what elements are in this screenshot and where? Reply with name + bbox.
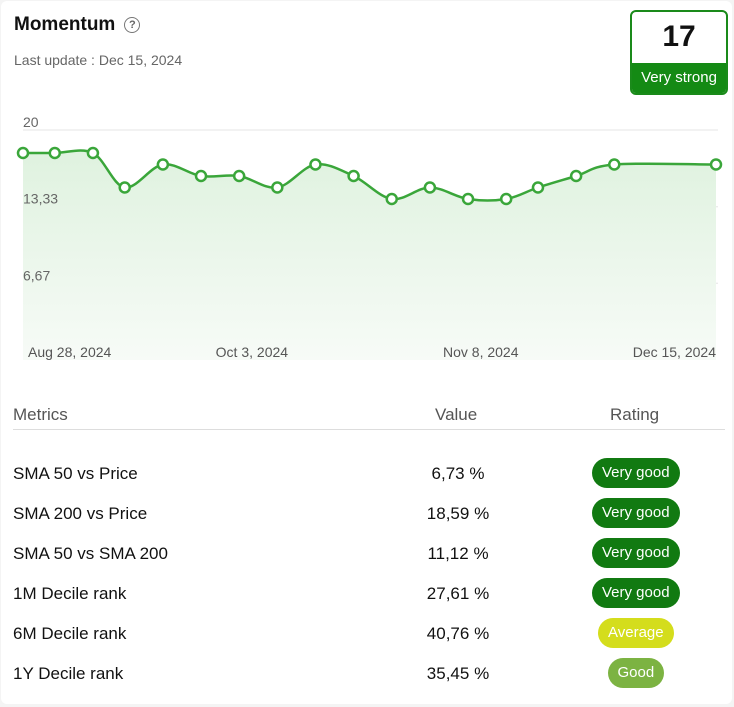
rating-badge: Very good bbox=[592, 458, 680, 488]
header-value: Value bbox=[435, 405, 478, 424]
rating-badge: Very good bbox=[592, 498, 680, 528]
metric-name: 6M Decile rank bbox=[13, 624, 127, 643]
y-tick-label: 20 bbox=[23, 114, 39, 130]
table-row: SMA 200 vs Price 18,59 % Very good bbox=[13, 494, 725, 534]
data-point bbox=[271, 181, 284, 194]
series-area bbox=[23, 150, 716, 360]
data-point bbox=[423, 181, 437, 194]
data-point bbox=[531, 181, 545, 194]
metric-name: SMA 200 vs Price bbox=[13, 504, 148, 523]
y-tick-label: 6,67 bbox=[23, 267, 50, 283]
data-point bbox=[347, 169, 360, 183]
title-row: Momentum ? bbox=[14, 14, 141, 36]
data-point bbox=[569, 169, 583, 183]
momentum-chart: 20 13,33 6,67 Aug 28, 2024 Oct 3, 2024 Nov 8… bbox=[16, 114, 723, 360]
rating-badge: Very good bbox=[592, 578, 680, 608]
x-tick-label: Oct 3, 2024 bbox=[216, 344, 289, 360]
help-icon[interactable]: ? bbox=[124, 17, 141, 33]
header-metrics: Metrics bbox=[13, 405, 68, 424]
data-point bbox=[709, 158, 723, 171]
rating-badge: Very good bbox=[592, 538, 680, 568]
data-point bbox=[16, 146, 30, 160]
score-box: 17 Very strong bbox=[630, 10, 728, 95]
score-value: 17 bbox=[662, 20, 696, 53]
data-point bbox=[385, 192, 399, 206]
header-rating: Rating bbox=[610, 405, 660, 424]
metric-name: 1M Decile rank bbox=[13, 584, 127, 603]
page-title: Momentum bbox=[14, 14, 116, 35]
data-point bbox=[461, 192, 475, 206]
rating-badge: Good bbox=[607, 658, 665, 688]
metric-name: SMA 50 vs SMA 200 bbox=[13, 544, 168, 563]
rating-badge: Average bbox=[598, 618, 674, 648]
data-point bbox=[156, 158, 170, 171]
y-tick-label: 13,33 bbox=[23, 191, 58, 207]
data-point bbox=[86, 146, 100, 160]
table-row: 1M Decile rank 27,61 % Very good bbox=[13, 574, 725, 614]
data-point bbox=[232, 169, 246, 183]
table-row: SMA 50 vs SMA 200 11,12 % Very good bbox=[13, 534, 725, 574]
data-point bbox=[194, 169, 208, 183]
x-tick-label: Dec 15, 2024 bbox=[633, 344, 716, 360]
data-point bbox=[608, 158, 621, 171]
table-row: 6M Decile rank 40,76 % Average bbox=[13, 614, 725, 654]
data-point bbox=[309, 158, 322, 171]
table-row: SMA 50 vs Price 6,73 % Very good bbox=[13, 454, 725, 494]
last-update-text: Last update : Dec 15, 2024 bbox=[14, 52, 183, 68]
x-tick-label: Nov 8, 2024 bbox=[443, 344, 519, 360]
data-point bbox=[499, 192, 513, 206]
score-label: Very strong bbox=[632, 63, 726, 93]
table-row: 1Y Decile rank 35,45 % Good bbox=[13, 654, 725, 694]
metric-name: 1Y Decile rank bbox=[13, 664, 124, 683]
x-tick-label: Aug 28, 2024 bbox=[28, 344, 112, 360]
metrics-table-header: Metrics Value Rating bbox=[13, 405, 725, 430]
metric-name: SMA 50 vs Price bbox=[13, 464, 138, 483]
data-point bbox=[48, 146, 62, 160]
data-point bbox=[118, 181, 131, 194]
